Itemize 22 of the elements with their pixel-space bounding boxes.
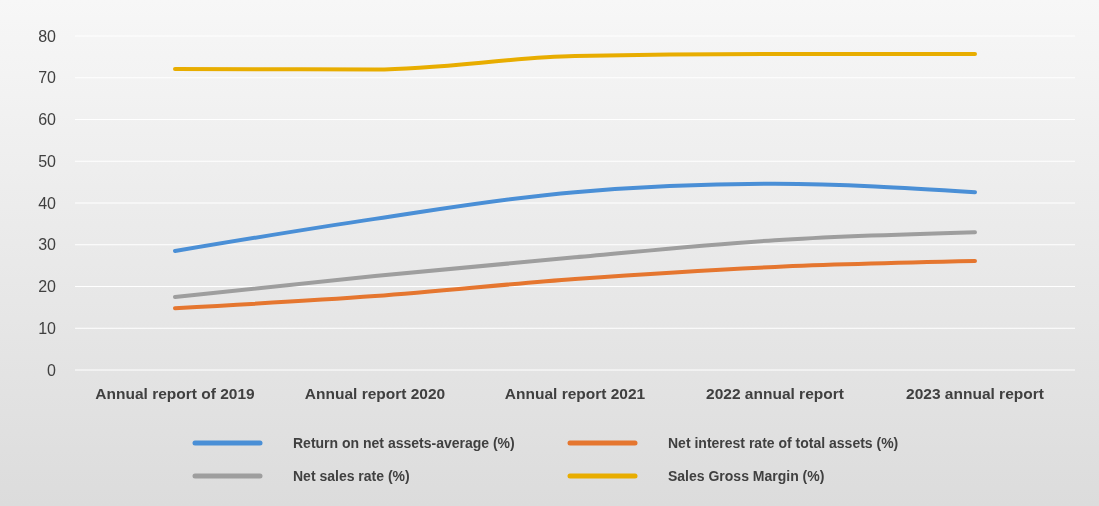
x-tick-label: Annual report 2020 <box>304 385 446 402</box>
y-tick-label: 80 <box>38 27 57 45</box>
x-tick-label: Annual report 2021 <box>504 385 646 402</box>
y-tick-label: 70 <box>38 69 57 87</box>
y-tick-label: 50 <box>38 152 57 170</box>
x-tick-label: Annual report of 2019 <box>95 385 256 402</box>
y-tick-label: 0 <box>47 361 57 379</box>
line-series <box>173 259 977 311</box>
x-tick-label: 2023 annual report <box>906 385 1044 402</box>
x-tick-label: 2022 annual report <box>706 385 844 402</box>
legend-label: Net sales rate (%) <box>293 468 410 484</box>
line-series <box>173 181 977 254</box>
line-series <box>173 51 977 72</box>
y-tick-label: 20 <box>38 278 57 296</box>
y-tick-label: 30 <box>38 236 57 254</box>
y-tick-label: 10 <box>38 319 57 337</box>
line-series <box>173 230 977 299</box>
y-tick-label: 40 <box>38 194 57 212</box>
legend-label: Sales Gross Margin (%) <box>668 468 825 484</box>
y-tick-label: 60 <box>38 111 57 129</box>
legend-label: Return on net assets-average (%) <box>293 435 515 451</box>
legend-label: Net interest rate of total assets (%) <box>668 435 899 451</box>
